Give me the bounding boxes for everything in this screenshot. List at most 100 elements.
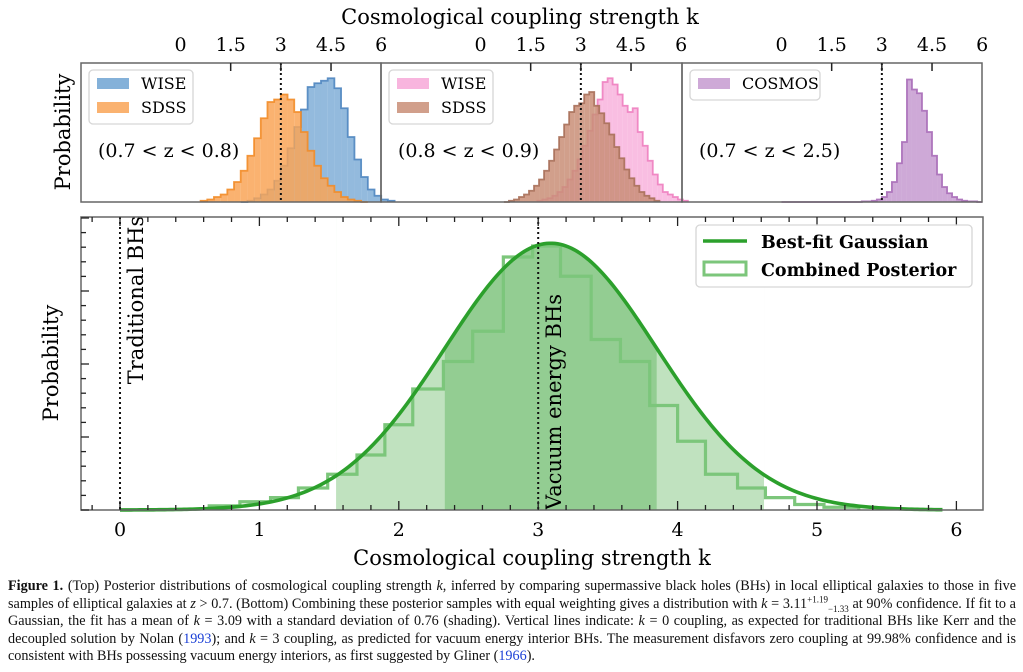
histogram-bar-sdss [274,99,281,202]
histogram-bar-sdss [609,134,615,202]
redshift-range-label: (0.7 < z < 2.5) [699,140,840,162]
histogram-bar-sdss [624,169,630,202]
x-tick-label: 2 [393,519,405,541]
legend-swatch-wise [97,78,129,89]
histogram-bar-wise [354,159,362,202]
caption-label: Figure 1. [8,578,64,594]
histogram-bar-cosmos [901,142,907,202]
x-tick-label: 0 [174,34,186,56]
x-tick-label: 4.5 [917,34,947,56]
histogram-bar-sdss [523,194,530,202]
histogram-bar-wise [677,199,683,202]
histogram-bar-cosmos [896,163,902,202]
histogram-bar-sdss [604,123,610,202]
histogram-bar-wise [361,177,368,202]
histogram-bar-sdss [341,197,348,202]
legend: WISE SDSS [388,69,494,125]
top-panel-3: 0 1.5 3 4.5 6 COSMOS (0.7 < z < 2.5) [681,34,988,203]
legend-swatch-wise [397,78,429,89]
histogram-bar-sdss [220,194,228,202]
x-tick-label: 3 [532,519,544,541]
legend: WISE SDSS [88,69,194,125]
legend-swatch-histogram [702,260,748,277]
caption-text: = 3 coupling, as predicted for vacuum en… [8,630,1017,665]
x-tick-label: 0 [114,519,126,541]
histogram-bar-sdss [569,112,575,202]
histogram-bar-wise [667,194,673,202]
histogram-bar-sdss [314,165,321,202]
x-tick-label: 4 [672,519,684,541]
histogram-bar-sdss [234,182,241,202]
x-tick-label: 4.5 [316,34,346,56]
histogram-bar-sdss [544,170,550,202]
histogram-bar-wise [662,192,668,202]
histogram-bar-sdss [634,185,640,202]
x-tick-label: 5 [811,519,823,541]
histogram-bar-wise [367,189,375,202]
legend-label: Combined Posterior [761,261,957,281]
histogram-bar-sdss [589,92,595,202]
histogram-bar-sdss [554,149,560,202]
histogram-bar-sdss [584,94,590,202]
histogram-bar-wise [642,145,648,202]
histogram-bar-sdss [649,198,655,202]
histogram-bar-cosmos [932,155,938,202]
histogram-bar-sdss [513,199,519,202]
histogram-bar-sdss [539,179,545,202]
histogram-bar-sdss [207,199,214,202]
histogram-bar-sdss [254,138,261,202]
caption-text: ); and [211,630,250,647]
histogram-bar-cosmos [937,174,943,202]
histogram-bar-wise [347,137,355,202]
legend-label: COSMOS [742,74,819,93]
x-tick-label: 1.5 [216,34,246,56]
top-panel-2: 0 1.5 3 4.5 6 WISE SDSS (0.8 < z < 0.9) [380,34,689,203]
histogram-bar-cosmos [881,197,887,202]
histogram-bar-sdss [320,178,328,202]
histogram-outline-sdss [503,91,661,203]
histogram-bar-sdss [534,185,540,202]
redshift-range-label: (0.7 < z < 0.8) [98,140,239,162]
histogram-bar-sdss [300,132,308,202]
caption-text: z [190,595,196,612]
histogram-bar-wise [652,174,658,202]
bottom-x-axis-label: Cosmological coupling strength k [353,546,711,570]
histogram-bar-sdss [518,197,524,202]
histogram-bar-wise [334,88,342,202]
histogram-bar-cosmos [906,79,912,202]
caption-text: at 90% confidence. If fit to a Gaussian,… [8,595,1016,630]
histogram-bar-sdss [260,118,268,202]
histogram-bar-cosmos [886,192,892,202]
annotation-traditional-bhs: Traditional BHs [124,216,148,384]
histogram-bar-sdss [240,170,248,202]
histogram-bar-sdss [549,160,555,202]
caption-text: > 0.7. (Bottom) Combining these posterio… [195,595,762,612]
x-tick-label: 3 [575,34,587,56]
citation-link[interactable]: 1993 [183,630,212,647]
caption-text: k [638,613,645,630]
caption-text: , inferred by comparing supermassive bla… [8,578,1016,612]
histogram-bar-wise [632,108,638,202]
histogram-bar-wise [320,80,328,202]
histogram-bar-cosmos [891,182,897,202]
bottom-panel: Traditional BHs Vacuum energy BHs 0 1 2 3 4 5 6 B… [80,216,984,541]
x-tick-label: 6 [675,34,687,56]
histogram-bar-cosmos [921,110,928,202]
x-tick-label: 0 [474,34,486,56]
histogram-bar-sdss [639,192,645,202]
histogram-bar-sdss [247,155,255,202]
histogram-bar-sdss [574,105,580,202]
histogram-bar-wise [657,184,663,202]
legend-label: SDSS [141,98,186,117]
figure-caption: Figure 1. (Top) Posterior distributions … [8,578,1016,666]
caption-text: = 3.09 with a standard deviation of 0.76… [199,613,639,630]
citation-link[interactable]: 1966 [498,648,527,665]
x-tick-label: 0 [775,34,787,56]
histogram-bar-sdss [213,197,221,202]
histogram-bar-cosmos [947,193,953,202]
histogram-bar-sdss [227,189,235,202]
redshift-range-label: (0.8 < z < 0.9) [398,140,539,162]
histogram-bar-sdss [280,94,288,202]
top-x-axis-label: Cosmological coupling strength k [341,5,699,29]
annotation-vacuum-energy-bhs: Vacuum energy BHs [542,294,566,511]
